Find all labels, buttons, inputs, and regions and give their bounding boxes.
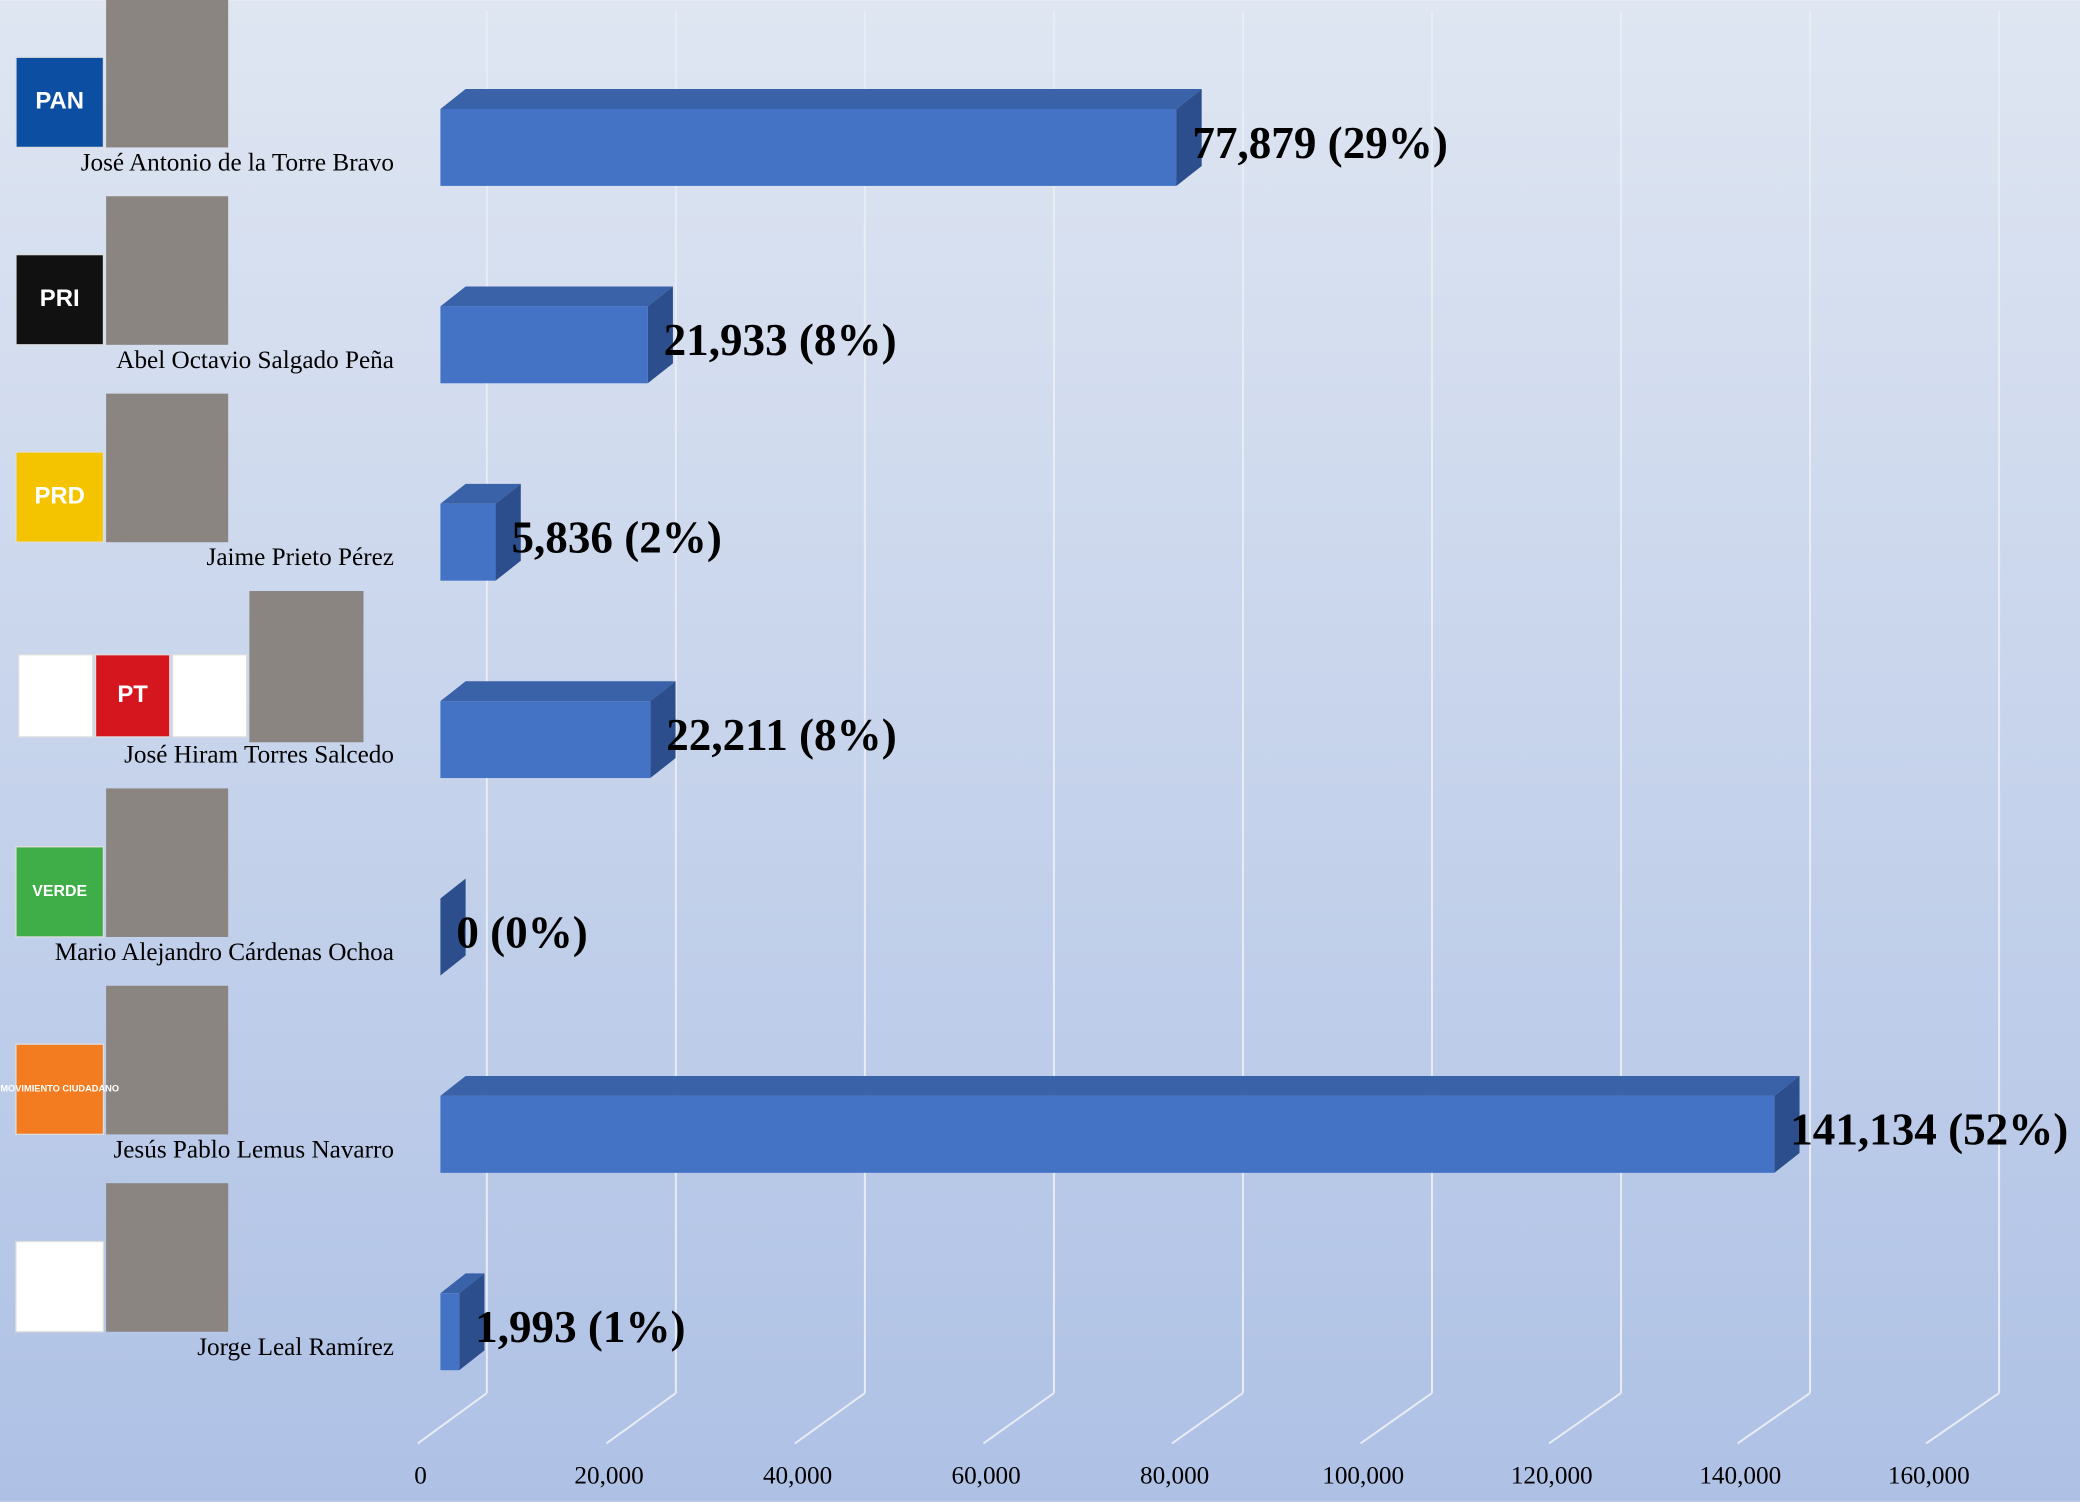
value-label: 141,134 (52%) [1790, 1105, 2068, 1155]
x-tick-label: 100,000 [1322, 1463, 1404, 1490]
party-logo [94, 654, 171, 738]
floor-line [1548, 1392, 1622, 1445]
party-logo [15, 56, 105, 149]
bar-top [440, 286, 673, 307]
floor-line [1925, 1392, 2000, 1445]
value-label: 1,993 (1%) [475, 1302, 685, 1352]
bar [440, 503, 496, 581]
party-logo-label: VERDE [32, 883, 87, 900]
floor-line [417, 1392, 488, 1445]
bar-side [1774, 1076, 1800, 1173]
bar-top [440, 1076, 1800, 1096]
floor-line [605, 1392, 677, 1445]
candidate-photo [106, 0, 229, 148]
category-label: Jaime Prieto Pérez [207, 544, 394, 571]
candidate-photo [106, 985, 229, 1135]
candidate-photo [106, 1183, 229, 1332]
bar [440, 108, 1177, 186]
floor-line [794, 1392, 866, 1445]
x-tick-label: 0 [414, 1463, 427, 1490]
category-label: Mario Alejandro Cárdenas Ochoa [55, 939, 394, 966]
party-logo [15, 1240, 105, 1333]
bar [440, 1095, 1775, 1173]
bar [440, 1293, 460, 1371]
candidate-photo [106, 788, 229, 937]
floor-line [1737, 1392, 1811, 1445]
bar-side [647, 286, 673, 384]
value-label: 21,933 (8%) [664, 315, 897, 365]
party-logo-label: MOVIMIENTO CIUDADANO [0, 1084, 119, 1094]
candidate-photo [106, 393, 229, 543]
bar [440, 306, 648, 384]
x-tick-label: 140,000 [1699, 1463, 1781, 1490]
value-label: 5,836 (2%) [511, 513, 721, 563]
floor-line [1171, 1392, 1244, 1445]
party-logo [15, 846, 105, 938]
category-label: José Antonio de la Torre Bravo [81, 149, 394, 176]
party-logo-label: encuentro social [173, 690, 247, 700]
bar-top [440, 483, 521, 504]
category-label: José Hiram Torres Salcedo [124, 742, 394, 769]
party-logo-label: PRI [40, 285, 80, 312]
party-logo-label: morena [27, 687, 85, 704]
party-logo [17, 654, 94, 738]
bar [440, 701, 651, 779]
party-logo [15, 1043, 105, 1136]
party-logo [15, 253, 105, 346]
x-tick-label: 40,000 [763, 1463, 832, 1490]
bar-side [650, 681, 676, 779]
x-tick-label: 20,000 [574, 1463, 643, 1490]
bar-side [1176, 89, 1202, 186]
category-label: Abel Octavio Salgado Peña [116, 347, 394, 374]
party-logo-label: nueva alianza [30, 1281, 91, 1291]
bar-top [440, 1273, 485, 1294]
floor-line [1359, 1392, 1433, 1445]
value-label: 22,211 (8%) [666, 710, 896, 760]
value-label: 77,879 (29%) [1192, 118, 1448, 168]
x-tick-label: 60,000 [951, 1463, 1020, 1490]
candidate-photo [249, 591, 364, 743]
party-logo [15, 451, 105, 543]
x-tick-label: 80,000 [1140, 1463, 1209, 1490]
x-tick-label: 160,000 [1888, 1463, 1970, 1490]
category-label: Jorge Leal Ramírez [197, 1334, 394, 1361]
party-logo-label: PT [117, 681, 148, 708]
party-logo-label: PAN [35, 88, 84, 115]
category-label: Jesús Pablo Lemus Navarro [113, 1136, 394, 1163]
candidate-photo [106, 196, 229, 345]
party-logo-label: PRD [35, 482, 85, 509]
party-logo [171, 654, 248, 738]
x-tick-label: 120,000 [1511, 1463, 1593, 1490]
bar-side [440, 878, 466, 976]
bar-top [440, 89, 1202, 109]
bar-side [495, 483, 521, 581]
value-label: 0 (0%) [456, 907, 588, 957]
bar-top [440, 681, 676, 702]
bar-side [459, 1273, 485, 1371]
floor-line [982, 1392, 1055, 1445]
